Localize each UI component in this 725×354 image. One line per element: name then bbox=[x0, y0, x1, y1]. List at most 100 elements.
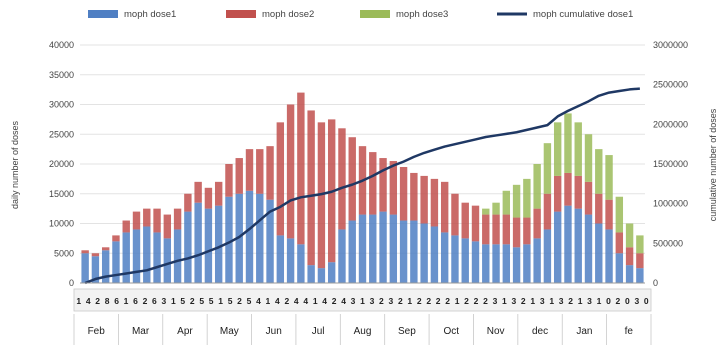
bar-dose2 bbox=[225, 164, 233, 197]
x-tick-label: 2 bbox=[426, 296, 431, 306]
x-tick-label: 4 bbox=[303, 296, 308, 306]
bar-dose1 bbox=[143, 226, 151, 283]
legend-label-dose2: moph dose2 bbox=[262, 9, 314, 20]
y2-tick-label: 2500000 bbox=[653, 80, 688, 90]
x-tick-label: 1 bbox=[530, 296, 535, 306]
bar-dose1 bbox=[625, 265, 634, 283]
bar-dose3 bbox=[533, 164, 541, 209]
x-tick-label: 2 bbox=[568, 296, 573, 306]
x-tick-label: 0 bbox=[606, 296, 611, 306]
x-tick-label: 2 bbox=[237, 296, 242, 306]
bar-dose1 bbox=[286, 238, 295, 284]
x-tick-label: 6 bbox=[152, 296, 157, 306]
bar-dose1 bbox=[338, 229, 346, 283]
bar-dose1 bbox=[420, 223, 428, 283]
bar-dose2 bbox=[338, 128, 346, 230]
line-cumulative-dose1 bbox=[84, 87, 640, 285]
y2-tick-label: 500000 bbox=[653, 238, 683, 248]
bar-dose1 bbox=[440, 232, 449, 283]
bar-dose1 bbox=[276, 235, 285, 283]
bar-dose2 bbox=[81, 250, 89, 254]
bar-dose1 bbox=[132, 229, 141, 283]
x-tick-label: 2 bbox=[284, 296, 289, 306]
bar-dose2 bbox=[286, 104, 295, 239]
x-tick-label: 2 bbox=[483, 296, 488, 306]
bar-dose2 bbox=[214, 181, 223, 206]
y-tick-label: 20000 bbox=[49, 159, 74, 169]
x-tick-label: 4 bbox=[322, 296, 327, 306]
x-tick-label: 1 bbox=[597, 296, 602, 306]
bar-dose1 bbox=[122, 232, 130, 283]
x-tick-label: 2 bbox=[616, 296, 621, 306]
bar-dose3 bbox=[574, 122, 582, 176]
bar-dose2 bbox=[523, 217, 531, 245]
x-tick-label: 2 bbox=[332, 296, 337, 306]
bar-dose3 bbox=[492, 202, 500, 215]
month-label: Jul bbox=[312, 326, 325, 337]
bar-series-group bbox=[81, 92, 644, 284]
bar-dose2 bbox=[625, 247, 634, 266]
bar-dose2 bbox=[194, 181, 202, 203]
bar-dose1 bbox=[327, 262, 336, 283]
x-tick-label: 2 bbox=[95, 296, 100, 306]
bar-dose3 bbox=[636, 235, 644, 254]
x-tick-label: 2 bbox=[379, 296, 384, 306]
bar-dose1 bbox=[307, 265, 315, 283]
x-tick-label: 1 bbox=[76, 296, 81, 306]
bar-dose1 bbox=[523, 244, 531, 283]
bar-dose1 bbox=[512, 247, 521, 283]
bar-dose2 bbox=[461, 202, 469, 239]
bar-dose2 bbox=[369, 152, 377, 215]
bar-dose2 bbox=[420, 175, 428, 224]
bar-dose1 bbox=[358, 214, 367, 283]
x-tick-label: 4 bbox=[275, 296, 280, 306]
bar-dose1 bbox=[112, 241, 120, 283]
bar-dose1 bbox=[605, 229, 613, 283]
bar-dose2 bbox=[101, 247, 110, 251]
legend-swatch-dose3 bbox=[360, 10, 390, 18]
bar-dose3 bbox=[502, 190, 511, 215]
bar-dose2 bbox=[266, 146, 274, 200]
bar-dose3 bbox=[615, 196, 624, 233]
bar-dose2 bbox=[564, 172, 572, 206]
bar-dose3 bbox=[584, 134, 593, 182]
legend-swatch-dose1 bbox=[88, 10, 118, 18]
x-tick-label: 3 bbox=[351, 296, 356, 306]
x-tick-label: 5 bbox=[228, 296, 233, 306]
x-tick-label: 2 bbox=[436, 296, 441, 306]
bar-dose2 bbox=[184, 193, 192, 212]
bar-dose1 bbox=[184, 211, 192, 283]
bar-dose1 bbox=[430, 226, 439, 283]
x-tick-label: 2 bbox=[190, 296, 195, 306]
bar-dose2 bbox=[543, 193, 552, 230]
bar-dose1 bbox=[204, 208, 213, 284]
x-tick-label: 3 bbox=[540, 296, 545, 306]
bar-dose1 bbox=[492, 244, 500, 283]
bar-dose2 bbox=[348, 137, 356, 221]
bar-dose2 bbox=[245, 149, 254, 191]
bar-dose1 bbox=[225, 196, 233, 283]
x-tick-label: 5 bbox=[209, 296, 214, 306]
bar-dose3 bbox=[512, 184, 521, 218]
bar-dose2 bbox=[492, 214, 500, 245]
bar-dose1 bbox=[245, 190, 254, 283]
bar-dose2 bbox=[112, 235, 120, 242]
bar-dose1 bbox=[553, 211, 562, 283]
y-tick-label: 0 bbox=[69, 278, 74, 288]
legend-label-dose1: moph dose1 bbox=[124, 9, 176, 20]
x-tick-label: 4 bbox=[86, 296, 91, 306]
bar-dose2 bbox=[410, 172, 418, 221]
bar-dose2 bbox=[574, 175, 582, 209]
bar-dose1 bbox=[461, 238, 469, 284]
legend: moph dose1 moph dose2 moph dose3 moph cumul… bbox=[88, 9, 633, 20]
bar-dose2 bbox=[276, 122, 285, 236]
bar-dose2 bbox=[256, 149, 264, 194]
bar-dose2 bbox=[533, 208, 541, 239]
x-tick-label: 1 bbox=[124, 296, 129, 306]
bar-dose1 bbox=[451, 235, 459, 283]
bar-dose1 bbox=[369, 214, 377, 283]
x-tick-label: 3 bbox=[511, 296, 516, 306]
y-tick-label: 25000 bbox=[49, 129, 74, 139]
x-tick-label: 4 bbox=[294, 296, 299, 306]
